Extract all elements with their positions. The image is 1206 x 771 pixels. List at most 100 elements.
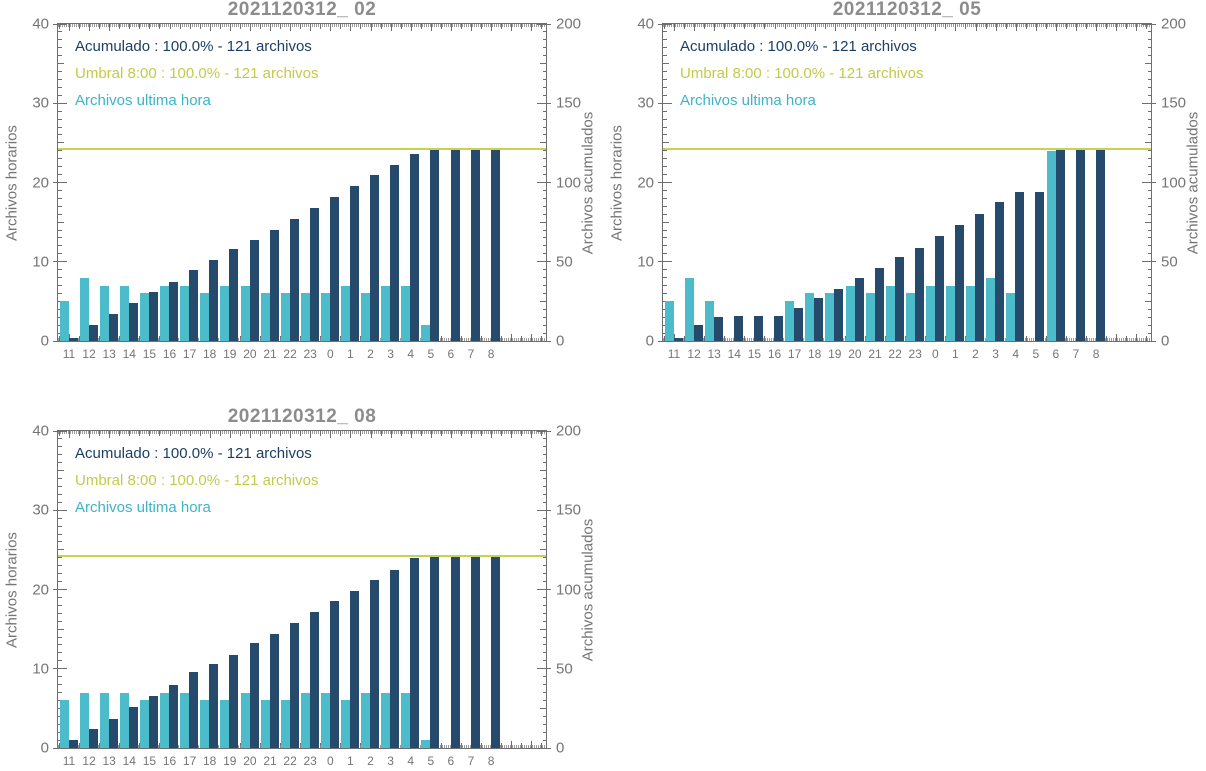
x-axis-tick — [925, 336, 927, 341]
x-axis-tick — [199, 431, 201, 436]
y-axis-tick — [1147, 71, 1151, 73]
x-axis-tick — [1015, 24, 1017, 31]
y-tick-label-right: 0 — [556, 332, 565, 350]
accumulated-bar — [955, 225, 964, 341]
x-axis-tick — [69, 431, 70, 438]
y-axis-tick — [1147, 253, 1151, 255]
x-axis-tick — [58, 24, 60, 29]
y-axis-tick — [58, 197, 62, 199]
x-tick-label: 2 — [972, 347, 979, 361]
y-axis-tick — [540, 707, 546, 709]
x-axis-tick — [330, 24, 332, 31]
x-axis-tick — [219, 431, 221, 436]
hourly-bar — [260, 293, 270, 341]
hourly-bar — [320, 692, 330, 748]
y-axis-tick — [58, 462, 62, 464]
y-axis-tick — [1145, 221, 1151, 223]
y-axis-tick — [1147, 31, 1151, 33]
y-axis-tick — [1147, 308, 1151, 310]
y-axis-tick — [542, 94, 546, 96]
y-tick-label-left: 0 — [40, 332, 49, 350]
y-axis-tick — [537, 102, 551, 104]
y-axis-tick — [542, 612, 546, 614]
x-axis-tick — [280, 24, 282, 29]
x-axis-tick — [511, 24, 513, 31]
y-axis-tick — [53, 261, 67, 263]
x-axis-tick — [1096, 24, 1098, 31]
y-axis-tick — [58, 150, 62, 152]
y-tick-label-left: 30 — [637, 94, 654, 112]
y-axis-label-left: Archivos horarios — [608, 124, 626, 241]
hourly-bar — [341, 285, 350, 341]
x-axis-tick — [320, 336, 322, 341]
x-axis-tick — [481, 743, 483, 748]
hourly-bar — [925, 285, 935, 341]
y-axis-tick — [58, 620, 62, 622]
y-axis-tick — [58, 628, 64, 630]
y-axis-tick — [542, 565, 546, 567]
y-axis-tick — [53, 430, 67, 432]
x-axis-tick — [360, 336, 362, 341]
x-axis-tick — [1005, 336, 1007, 341]
y-tick-label-right: 100 — [1161, 174, 1187, 191]
x-tick-label: 17 — [182, 347, 197, 361]
hourly-bar — [200, 293, 210, 341]
x-axis-tick — [491, 431, 493, 438]
hourly-bar — [381, 692, 391, 748]
x-tick-label: 16 — [162, 347, 177, 361]
y-axis-tick — [663, 269, 667, 271]
x-axis-tick — [460, 743, 462, 748]
y-axis-tick — [58, 110, 62, 112]
legend: Acumulado : 100.0% - 121 archivos Umbral… — [75, 33, 318, 114]
y-tick-label-right: 150 — [1161, 94, 1187, 112]
accumulated-bar — [108, 719, 118, 748]
x-axis-tick — [541, 24, 543, 29]
y-axis-tick — [542, 533, 546, 535]
x-axis-tick — [531, 24, 533, 31]
x-axis-tick — [159, 336, 161, 341]
accumulated-bar — [68, 337, 78, 341]
x-axis-tick — [501, 743, 503, 748]
y-axis-tick — [542, 237, 546, 239]
y-axis-tick — [663, 229, 667, 231]
y-axis-tick — [58, 438, 62, 440]
x-axis-tick — [370, 24, 372, 31]
y-axis-tick — [58, 285, 62, 287]
y-axis-tick — [1147, 174, 1151, 176]
hourly-bar — [401, 692, 411, 748]
y-axis-tick — [663, 110, 667, 112]
x-axis-tick — [885, 336, 887, 341]
y-axis-tick — [542, 581, 546, 583]
x-tick-label: 14 — [122, 754, 136, 768]
hourly-bar — [845, 285, 855, 341]
x-axis-tick — [199, 336, 201, 341]
y-axis-tick — [1147, 324, 1151, 326]
accumulated-bar — [834, 288, 844, 341]
y-axis-tick — [1147, 285, 1151, 287]
hourly-bar — [865, 293, 875, 341]
x-axis-tick — [1116, 24, 1118, 31]
x-axis-tick — [420, 431, 422, 436]
y-axis-tick — [542, 285, 546, 287]
x-axis-tick — [380, 336, 382, 341]
y-axis-tick — [58, 213, 62, 215]
x-axis-tick — [1106, 336, 1108, 341]
y-axis-tick — [58, 174, 62, 176]
y-axis-tick — [542, 715, 546, 717]
x-axis-tick — [380, 24, 382, 29]
x-axis-tick — [340, 24, 342, 29]
x-axis-tick — [1065, 336, 1067, 341]
y-axis-tick — [53, 182, 67, 183]
y-axis-tick — [542, 485, 546, 487]
y-axis-tick — [58, 86, 62, 88]
x-axis-tick — [1086, 336, 1088, 341]
x-tick-label: 12 — [82, 347, 96, 361]
x-tick-label: 0 — [326, 347, 334, 361]
accumulated-bar — [189, 269, 199, 341]
hourly-bar — [240, 285, 250, 341]
x-tick-label: 1 — [952, 347, 959, 361]
y-axis-tick — [663, 292, 667, 294]
x-axis-tick — [784, 24, 786, 29]
hourly-bar — [885, 285, 895, 341]
y-axis-tick — [58, 229, 62, 231]
